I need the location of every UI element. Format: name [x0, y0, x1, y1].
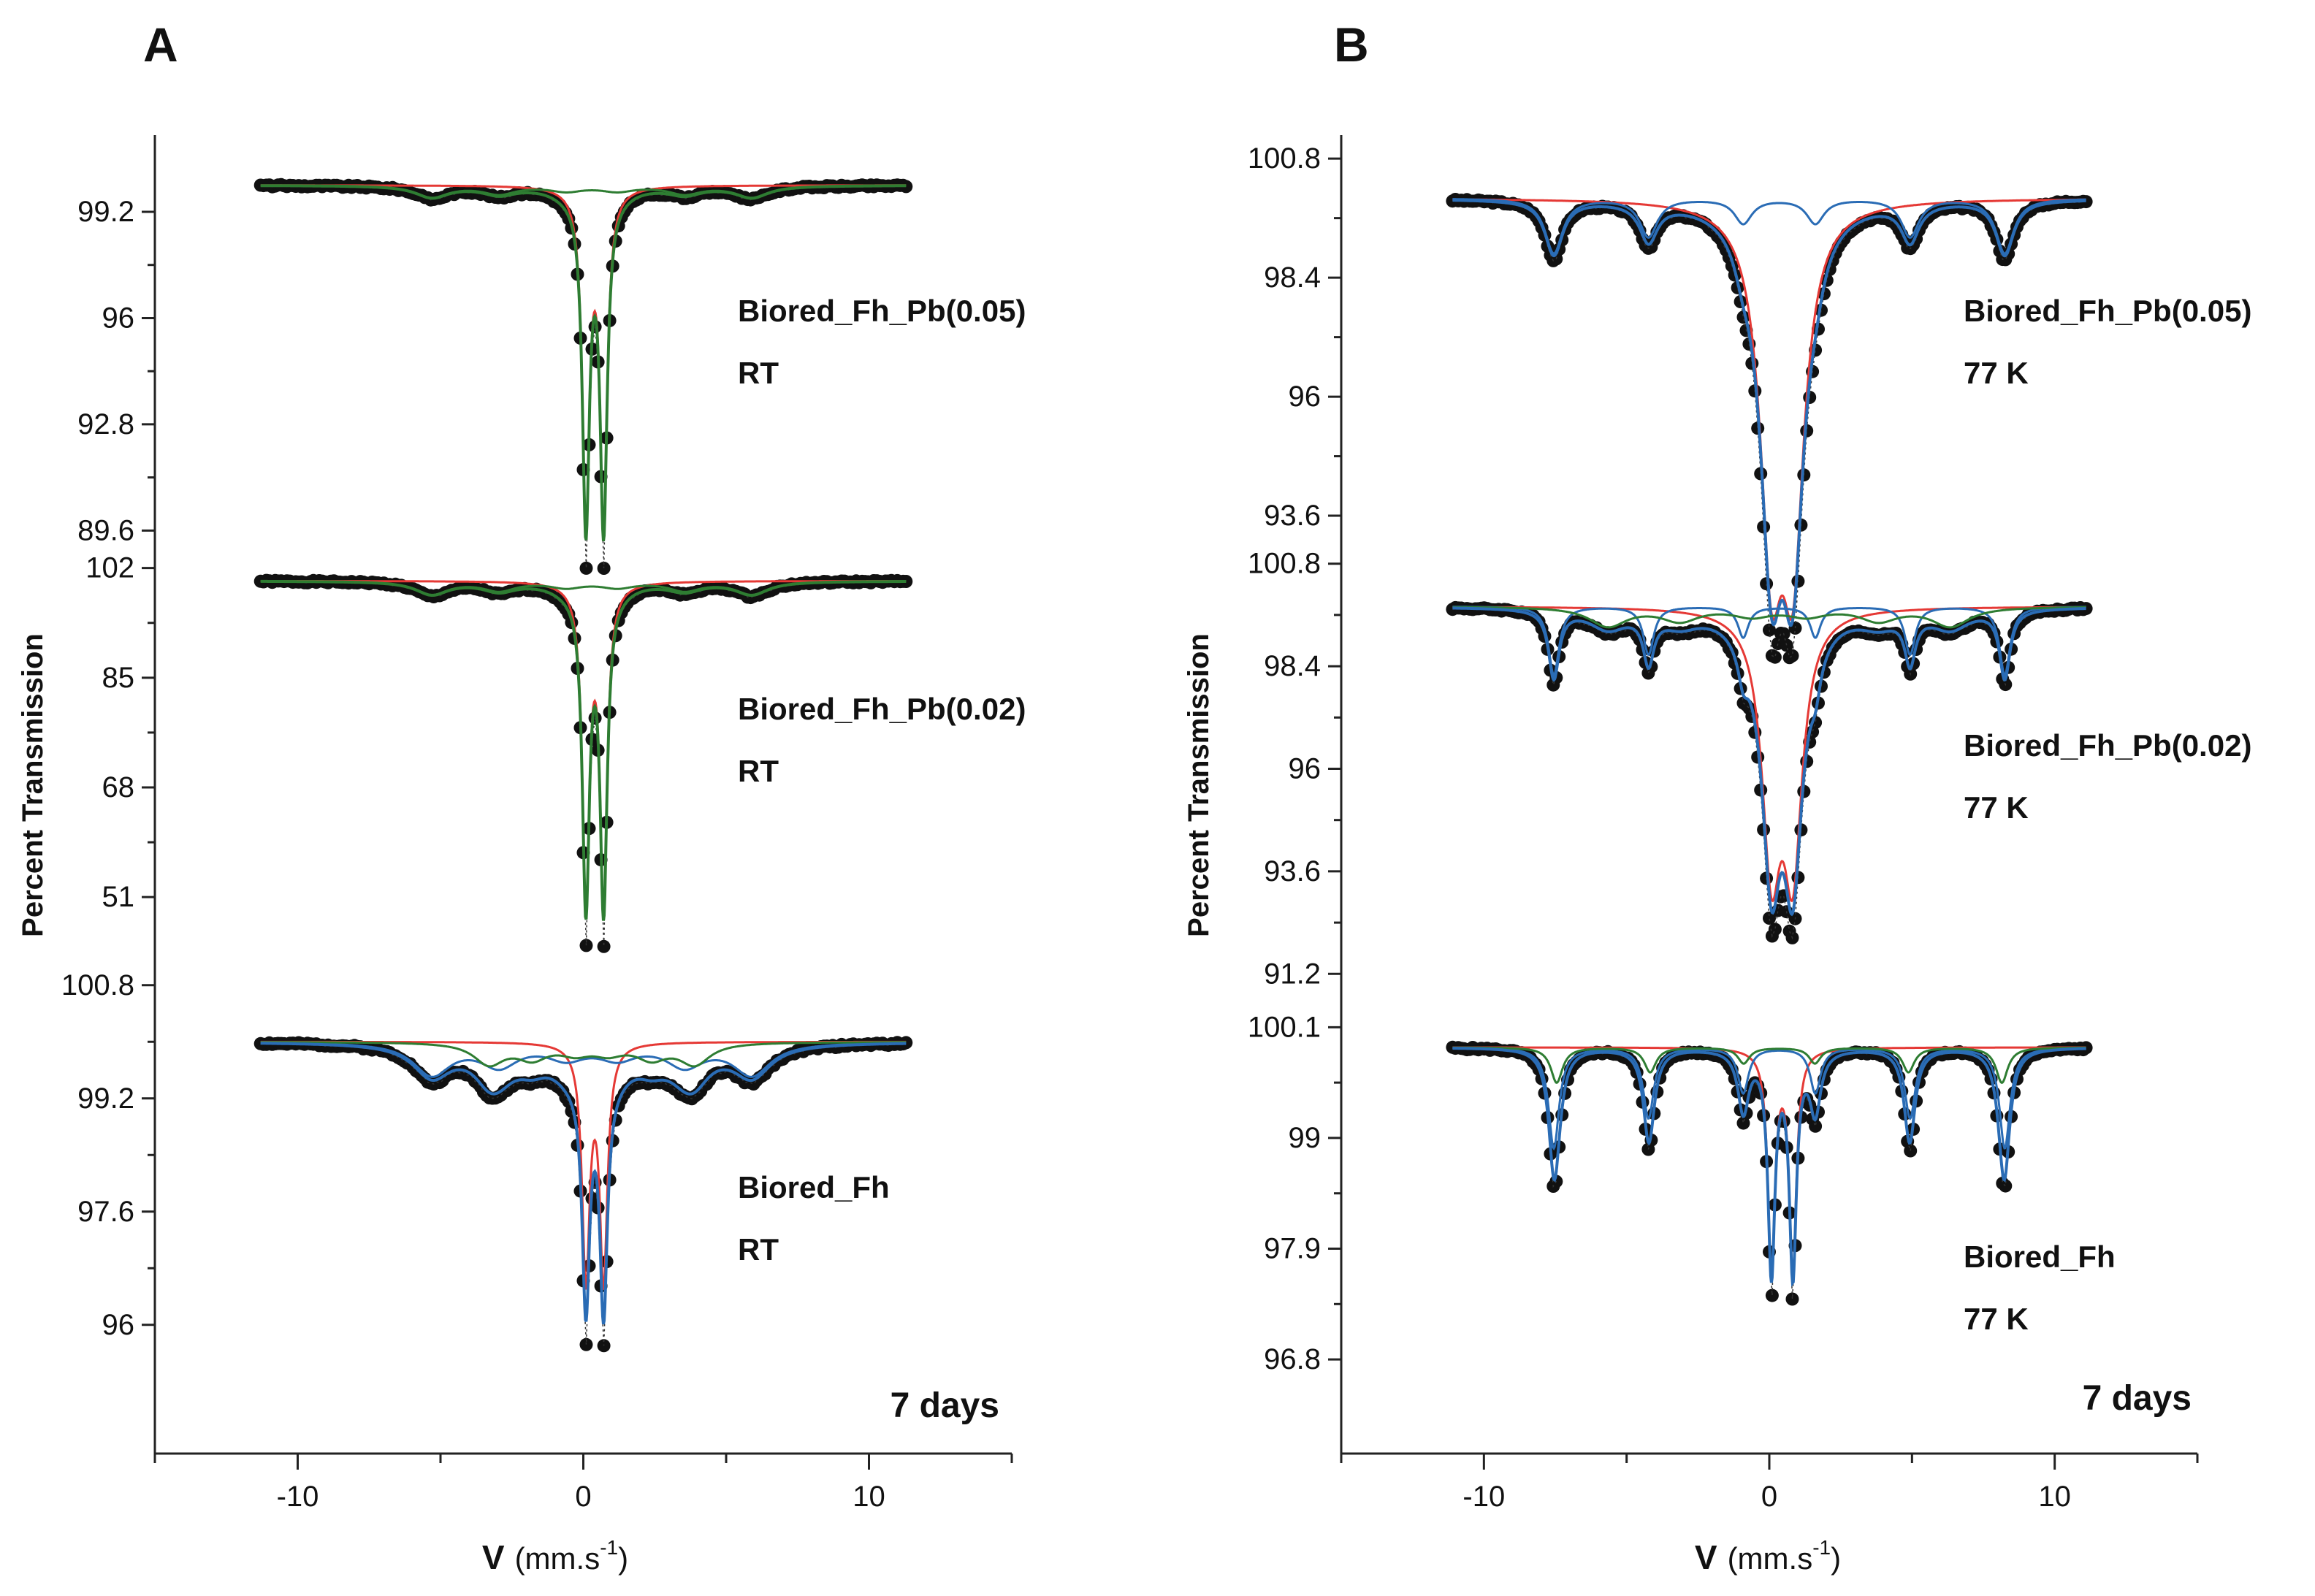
panel-a-x-axis-exponent: -1	[600, 1536, 618, 1559]
y-tick-label: 99.2	[77, 1083, 134, 1115]
total-fit-curve	[260, 184, 907, 542]
data-point	[1999, 1179, 2013, 1193]
temperature-label: RT	[738, 1232, 779, 1267]
data-point	[1765, 1288, 1779, 1302]
y-tick-label: 96	[1289, 381, 1322, 413]
panel-a-x-axis-close: )	[618, 1541, 628, 1576]
data-point	[1768, 650, 1782, 664]
panel-a-duration-label: 7 days	[890, 1386, 999, 1425]
data-point	[579, 1337, 593, 1351]
data-point	[1763, 912, 1776, 925]
y-tick-label: 93.6	[1264, 500, 1321, 532]
panel-a-x-axis-var: V	[482, 1538, 505, 1576]
panel-b-letter: B	[1334, 18, 1369, 72]
data-point	[1736, 1116, 1750, 1130]
component-curve-green	[260, 1041, 907, 1068]
y-tick-label: 85	[102, 662, 135, 694]
panel-b-x-axis-exponent: -1	[1812, 1536, 1831, 1559]
y-tick-label: 99.2	[77, 196, 134, 228]
y-tick-label: 51	[102, 881, 135, 913]
y-tick-label: 100.8	[1248, 142, 1321, 175]
sample-name-label: Biored_Fh	[738, 1170, 890, 1204]
panel-a-x-axis-unit: (mm.s	[515, 1541, 600, 1576]
x-tick-label: 10	[2038, 1481, 2071, 1513]
y-tick-label: 96.8	[1264, 1343, 1321, 1375]
x-tick-label: 0	[575, 1481, 591, 1513]
y-tick-label: 68	[102, 771, 135, 803]
sample-name-label: Biored_Fh_Pb(0.02)	[738, 692, 1026, 726]
panel-a-x-axis-label: V (mm.s-1)	[482, 1536, 628, 1576]
y-tick-label: 93.6	[1264, 855, 1321, 887]
data-point	[579, 939, 593, 952]
y-tick-label: 100.8	[1248, 548, 1321, 580]
sample-name-label: Biored_Fh	[1964, 1240, 2116, 1274]
y-tick-label: 98.4	[1264, 261, 1321, 294]
spectrum-b-3: 100.1 99 97.9 96.8 Biored_Fh 77 K	[1248, 1011, 2116, 1375]
data-point	[1768, 923, 1782, 936]
total-fit-curve	[260, 1042, 907, 1325]
total-fit-curve	[1452, 199, 2086, 627]
y-tick-label: 100.1	[1248, 1011, 1321, 1043]
panel-a: A Percent Transmission 7 days V (mm.s-1) …	[17, 18, 1026, 1576]
component-curve-green	[1452, 606, 2086, 629]
temperature-label: 77 K	[1964, 356, 2029, 390]
sample-name-label: Biored_Fh_Pb(0.02)	[1964, 728, 2251, 763]
data-point	[1785, 1292, 1799, 1306]
y-tick-label: 96	[102, 1309, 135, 1341]
x-tick-label: 10	[853, 1481, 885, 1513]
sample-name-label: Biored_Fh_Pb(0.05)	[1964, 294, 2251, 328]
data-point	[1809, 1119, 1823, 1133]
spectrum-a-1: 99.2 96 92.8 89.6 Biored_Fh_Pb(0.05) RT	[77, 177, 1026, 575]
spectrum-a-2: 102 85 68 51 Biored_Fh_Pb(0.02) RT	[85, 552, 1026, 953]
panel-a-letter: A	[143, 18, 178, 72]
temperature-label: 77 K	[1964, 790, 2029, 825]
panel-b-y-axis-label: Percent Transmission	[1183, 633, 1215, 937]
data-point	[1785, 649, 1799, 663]
panel-b-duration-label: 7 days	[2083, 1379, 2192, 1418]
spectrum-b-2: 100.8 98.4 96 93.6 91.2 Biored_Fh_Pb(0.02) 77 …	[1248, 548, 2252, 990]
y-tick-label: 89.6	[77, 514, 134, 546]
temperature-label: 77 K	[1964, 1302, 2029, 1336]
total-fit-curve	[1452, 606, 2086, 917]
component-curve-blue	[1452, 1047, 2086, 1151]
x-tick-label: 0	[1761, 1481, 1777, 1513]
y-tick-label: 97.6	[77, 1196, 134, 1228]
temperature-label: RT	[738, 356, 779, 390]
data-point	[597, 939, 611, 953]
y-tick-label: 98.4	[1264, 650, 1321, 682]
data-point	[579, 561, 593, 575]
panel-a-y-axis-label: Percent Transmission	[17, 633, 49, 937]
spectrum-a-3: 100.8 99.2 97.6 96 Biored_Fh RT	[61, 969, 913, 1353]
sample-name-label: Biored_Fh_Pb(0.05)	[738, 294, 1026, 328]
y-tick-label: 99	[1289, 1122, 1322, 1154]
panel-b-x-axis-label: V (mm.s-1)	[1695, 1536, 1841, 1576]
spectrum-b-1: 100.8 98.4 96 93.6 Biored_Fh_Pb(0.05) 77 K	[1248, 142, 2251, 665]
panel-b-x-axis-close: )	[1831, 1541, 1841, 1576]
panel-b-x-axis-unit: (mm.s	[1728, 1541, 1813, 1576]
data-point	[1904, 1144, 1918, 1158]
temperature-label: RT	[738, 754, 779, 788]
y-tick-label: 96	[102, 302, 135, 334]
x-tick-label: -10	[1462, 1481, 1505, 1513]
component-curve-green	[1452, 1046, 2086, 1085]
total-fit-curve	[1452, 1047, 2086, 1287]
panel-b-x-axis-var: V	[1695, 1538, 1717, 1576]
x-tick-label: -10	[277, 1481, 319, 1513]
y-tick-label: 97.9	[1264, 1233, 1321, 1265]
y-tick-label: 102	[85, 552, 134, 584]
total-fit-curve	[260, 579, 907, 921]
panel-b: B Percent Transmission 7 days V (mm.s-1) …	[1183, 18, 2251, 1576]
data-point	[1780, 638, 1793, 652]
y-tick-label: 91.2	[1264, 958, 1321, 990]
y-tick-label: 100.8	[61, 969, 134, 1001]
y-tick-label: 96	[1289, 753, 1322, 785]
y-tick-label: 92.8	[77, 408, 134, 440]
